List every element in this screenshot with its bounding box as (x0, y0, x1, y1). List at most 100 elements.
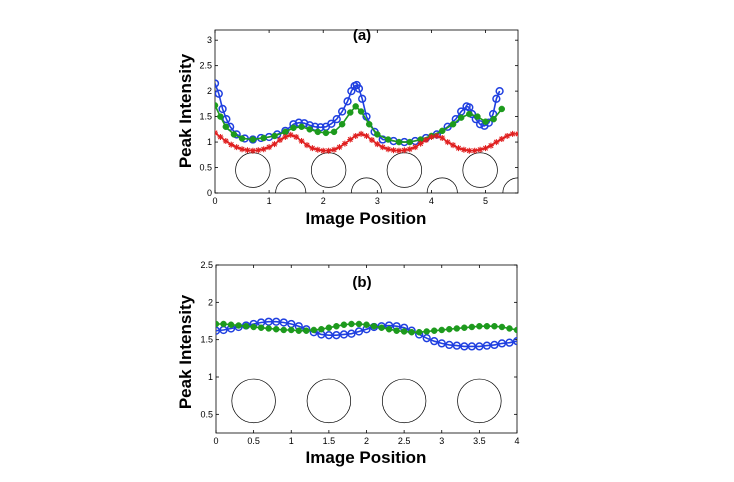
panel-b-point-green (318, 325, 325, 333)
panel-a-ylabel: Peak Intensity (176, 53, 195, 168)
panel-a-point-green (352, 103, 359, 110)
panel-b-title: (b) (352, 274, 371, 291)
panel-a-point-green (217, 113, 224, 120)
panel-a-point-red (358, 130, 365, 137)
panel-a-point-blue (327, 119, 336, 128)
panel-a-point-red (385, 146, 392, 153)
panel-a-point-green (347, 109, 354, 116)
panel-a-point-green (357, 108, 365, 115)
panel-a-point-green (365, 120, 373, 128)
panel-a-point-green (466, 110, 473, 118)
panel-b-point-blue (430, 337, 439, 346)
panel-a-point-red (395, 147, 402, 154)
panel-a-point-red (228, 141, 235, 148)
panel-a-point-red (444, 139, 451, 146)
panel-b-point-green (393, 327, 400, 334)
panel-b-point-green (288, 326, 295, 334)
panel-a-point-red (271, 141, 278, 148)
panel-a-point-red (412, 144, 419, 151)
panel-a-point-blue (218, 104, 227, 114)
panel-a-point-blue (358, 94, 367, 103)
panel-b-x-tick-label: 2 (364, 436, 369, 446)
panel-b-point-blue (422, 334, 431, 343)
panel-a-point-red (287, 131, 294, 138)
panel-a-point-red (341, 140, 348, 147)
panel-a-point-red (303, 142, 310, 149)
panel-b-point-blue (512, 337, 517, 346)
panel-b-point-green (498, 323, 506, 331)
panel-a-y-tick-label: 1.5 (199, 112, 212, 122)
panel-a-point-red (266, 144, 273, 151)
panel-b-point-green (468, 323, 476, 331)
panel-a-point-red (428, 133, 435, 140)
panel-a-x-tick-label: 5 (483, 196, 488, 206)
panel-a-point-blue (222, 114, 231, 124)
panel-a-point-green (498, 105, 506, 113)
panel-b-point-green (355, 320, 363, 328)
panel-b-point-green (483, 322, 491, 330)
panel-a-point-green (306, 126, 313, 133)
panel-b-point-blue (347, 329, 356, 338)
panel-b-point-green (491, 322, 498, 330)
panel-b-point-blue (490, 340, 499, 350)
panel-a-point-green (330, 128, 338, 136)
panel-a-point-green (490, 115, 497, 123)
panel-a-point-green (395, 138, 403, 146)
panel-b-point-green (370, 322, 378, 330)
panel-b-point-blue (216, 326, 221, 335)
panel-b-point-blue (272, 317, 281, 326)
panel-b-x-tick-label: 0.5 (247, 436, 260, 446)
panel-a-point-green (439, 127, 446, 135)
panel-b-series (216, 317, 517, 351)
panel-a-point-red (390, 147, 397, 154)
panel-b-point-blue (339, 330, 349, 339)
panel-a-point-red (293, 133, 300, 140)
panel-a-x-tick-label: 4 (429, 196, 434, 206)
panel-a-point-blue (354, 84, 364, 93)
panel-a-xlabel: Image Position (306, 209, 427, 228)
panel-a-point-red (504, 132, 511, 139)
panel-b-ylabel: Peak Intensity (176, 294, 195, 409)
panel-a-point-red (244, 147, 251, 154)
panel-a-point-red (401, 147, 408, 154)
panel-b-point-green (348, 320, 355, 328)
panel-a-point-red (233, 144, 240, 151)
panel-a-point-red (482, 145, 489, 152)
panel-a-point-red (336, 144, 343, 151)
panel-a-point-green (322, 129, 330, 137)
panel-a-point-red (460, 146, 467, 153)
panel-a-point-red (260, 146, 267, 153)
panel-b-point-green (242, 322, 250, 330)
panel-a-point-blue (332, 114, 341, 124)
panel-a-x-tick-label: 3 (375, 196, 380, 206)
panel-a-point-red (320, 147, 327, 154)
panel-a-point-red (487, 142, 494, 149)
panel-b-point-green (303, 327, 310, 334)
panel-b-point-green (227, 321, 235, 328)
panel-a-point-red (347, 136, 354, 143)
panel-b-point-blue (505, 338, 514, 347)
panel-a-x-tick-label: 2 (321, 196, 326, 206)
panel-a-y-tick-label: 3 (207, 35, 212, 45)
panel-a-point-green (384, 136, 392, 143)
panel-a-point-green (290, 124, 297, 132)
panel-b-point-green (430, 327, 438, 334)
panel-a-point-red (298, 138, 305, 145)
panel-a-y-tick-label: 0 (207, 188, 212, 198)
panel-a-y-tick-label: 1 (207, 137, 212, 147)
panel-a-partial-circle (351, 177, 382, 193)
panel-a-point-red (222, 138, 229, 145)
panel-a-point-red (309, 145, 316, 152)
panel-a-point-red (466, 147, 473, 154)
panel-b-x-tick-label: 1.5 (323, 436, 336, 446)
panel-b-x-tick-label: 1 (289, 436, 294, 446)
panel-a-point-green (474, 113, 481, 120)
panel-a-point-green (298, 123, 305, 131)
panel-b-x-tick-label: 0 (213, 436, 218, 446)
panel-a-y-ticks: 0 0.5 1 1.5 2 2.5 3 (199, 35, 518, 198)
panel-b-point-green (453, 325, 461, 332)
panel-a-point-blue (495, 86, 504, 96)
panel-a-point-green (260, 134, 267, 142)
panel-b-point-blue (279, 318, 288, 327)
